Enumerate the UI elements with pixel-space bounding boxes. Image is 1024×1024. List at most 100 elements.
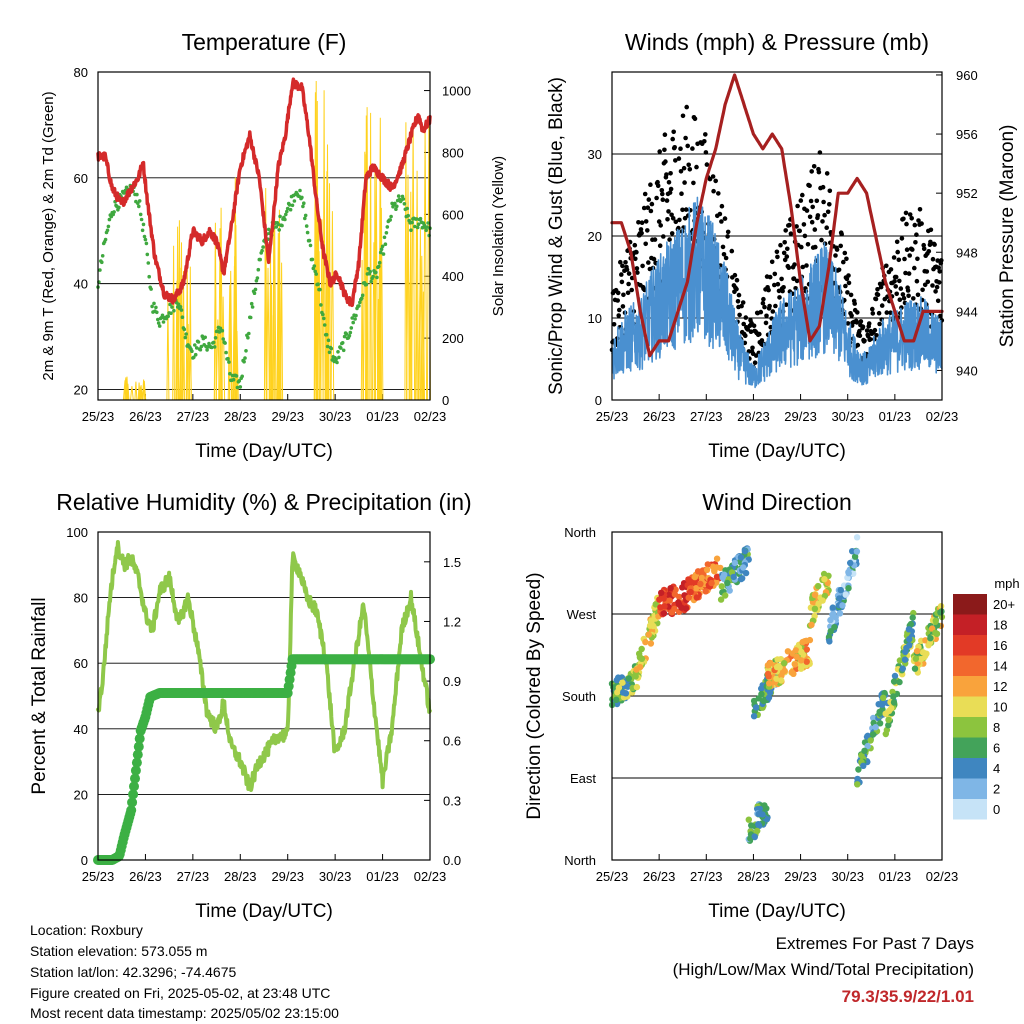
dewpoint-point [211, 340, 216, 345]
gust-point [801, 222, 807, 227]
dewpoint-point [389, 214, 393, 219]
gust-point [667, 237, 672, 242]
direction-point [803, 637, 810, 644]
direction-point [652, 601, 659, 608]
gust-point [878, 284, 884, 290]
gust-point [894, 291, 899, 297]
gust-point [932, 242, 937, 247]
solar-trace [377, 250, 382, 401]
direction-point [853, 534, 861, 541]
gust-point [657, 243, 663, 248]
gust-point [642, 191, 648, 197]
dewpoint-point [249, 301, 254, 306]
gust-point [905, 288, 911, 293]
precip-point [127, 797, 138, 808]
dewpoint-point [105, 228, 110, 233]
gust-point [686, 162, 691, 168]
gust-point [781, 250, 787, 256]
dewpoint-point [160, 313, 165, 318]
gust-point [669, 231, 675, 236]
gust-point [763, 320, 769, 326]
info-recent: Most recent data timestamp: 2025/05/02 2… [30, 1005, 339, 1021]
solar-series [122, 80, 431, 401]
y-axis-label: Sonic/Prop Wind & Gust (Blue, Black) [546, 77, 567, 395]
dewpoint-point [156, 321, 161, 325]
gust-point [668, 171, 673, 176]
panel-4: Wind Direction Time (Day/UTC) 25/23 26/23 27… [524, 489, 1020, 922]
gust-point [910, 247, 915, 252]
gust-point [659, 188, 665, 193]
gust-point [866, 321, 872, 326]
gust-point [663, 159, 668, 164]
direction-point [694, 568, 702, 575]
direction-point [937, 603, 945, 610]
direction-point [876, 720, 884, 727]
gust-point [619, 279, 625, 285]
y-tick-label: 80 [74, 65, 88, 80]
dewpoint-point [184, 332, 188, 336]
direction-point [685, 594, 692, 601]
gust-point [671, 129, 676, 135]
direction-point [697, 580, 704, 588]
direction-point [826, 638, 833, 645]
gust-point [683, 207, 689, 212]
y-right-tick-label: 0.0 [443, 853, 461, 868]
colorbar-label: 20+ [993, 597, 1015, 612]
gust-point [845, 290, 850, 295]
y-tick-label: 80 [74, 591, 88, 606]
solar-trace [421, 291, 425, 401]
direction-point [773, 663, 781, 671]
dewpoint-point [285, 206, 290, 211]
dewpoint-point [339, 346, 343, 350]
gust-point [782, 240, 787, 245]
direction-point [691, 573, 699, 581]
direction-point [861, 747, 868, 754]
dewpoint-point [324, 332, 329, 337]
direction-point [693, 594, 700, 601]
gust-point [901, 295, 907, 301]
gust-point [670, 216, 676, 221]
gust-point [739, 303, 744, 309]
gust-point [646, 197, 652, 202]
gust-point [743, 315, 749, 320]
dewpoint-point [359, 296, 364, 301]
dewpoint-point [410, 220, 414, 225]
gust-point [892, 279, 897, 284]
gust-point [791, 276, 797, 281]
dewpoint-point [426, 221, 430, 225]
direction-point [754, 827, 761, 835]
dewpoint-point [235, 385, 240, 390]
dewpoint-point [192, 355, 196, 360]
gust-point [772, 282, 777, 288]
dewpoint-point [139, 217, 144, 222]
dewpoint-point [381, 252, 386, 256]
info-latlon: Station lat/lon: 42.3296; -74.4675 [30, 964, 237, 980]
dewpoint-point [308, 243, 313, 248]
solar-trace [130, 386, 134, 401]
dewpoint-point [100, 254, 105, 258]
direction-point [829, 604, 836, 611]
dewpoint-point [344, 332, 349, 336]
gust-point [703, 132, 708, 137]
colorbar-label: 14 [993, 659, 1007, 674]
gust-point [820, 184, 826, 190]
solar-trace [320, 219, 324, 401]
precip-point [133, 741, 144, 752]
gust-point [928, 239, 933, 245]
dewpoint-point [166, 314, 170, 319]
panel-2: Winds (mph) & Pressure (mb) Time (Day/UTC… [546, 29, 1018, 462]
direction-point [821, 576, 828, 583]
direction-point [758, 685, 765, 692]
y-tick-label: East [570, 771, 596, 786]
gust-point [634, 249, 639, 255]
gust-point [870, 306, 875, 312]
gust-point [919, 221, 924, 226]
gust-point [640, 263, 645, 269]
gust-point [894, 239, 900, 245]
gust-point [764, 313, 769, 319]
gust-point [623, 260, 628, 265]
gust-point [702, 139, 707, 144]
gust-point [682, 215, 688, 221]
gust-point [921, 246, 927, 252]
dewpoint-point [327, 350, 332, 355]
